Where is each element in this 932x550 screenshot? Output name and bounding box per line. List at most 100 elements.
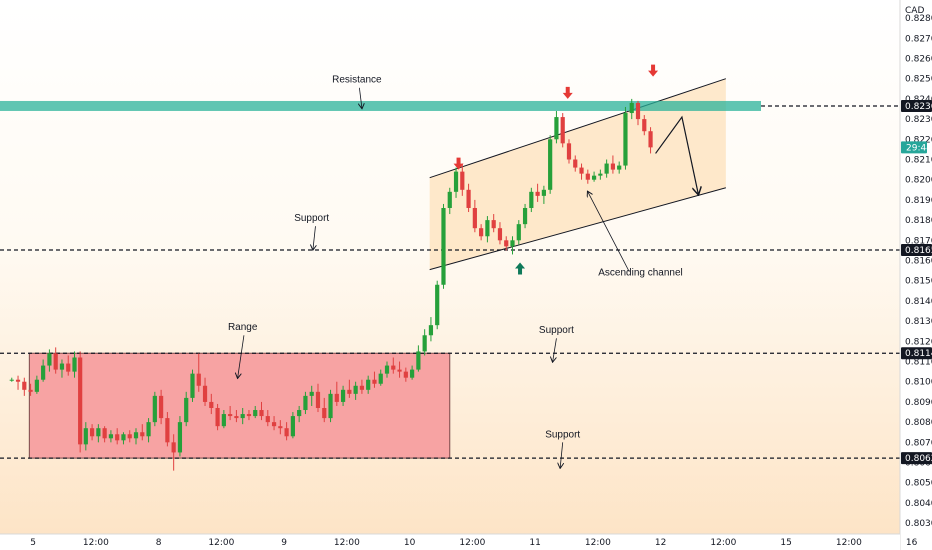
candle-body[interactable] <box>253 410 258 417</box>
candle-body[interactable] <box>246 414 252 417</box>
candle-body[interactable] <box>648 131 653 148</box>
candle-body[interactable] <box>259 410 264 417</box>
candle-body[interactable] <box>202 385 208 402</box>
candle-body[interactable] <box>190 373 195 398</box>
candle-body[interactable] <box>322 407 327 419</box>
candle-body[interactable] <box>234 416 239 419</box>
candle-body[interactable] <box>108 434 114 439</box>
candle-body[interactable] <box>72 357 77 372</box>
candle-body[interactable] <box>159 395 164 419</box>
candle-body[interactable] <box>585 173 590 180</box>
candle-body[interactable] <box>535 191 540 196</box>
candle-body[interactable] <box>152 395 157 423</box>
candle-body[interactable] <box>416 351 421 370</box>
candle-body[interactable] <box>391 365 396 370</box>
candle-body[interactable] <box>328 393 333 419</box>
candle-body[interactable] <box>228 414 233 417</box>
candle-body[interactable] <box>422 335 427 352</box>
candle-body[interactable] <box>278 426 283 429</box>
candle-body[interactable] <box>378 373 383 384</box>
candle-body[interactable] <box>102 428 107 439</box>
candle-body[interactable] <box>89 428 95 437</box>
candle-body[interactable] <box>359 385 365 390</box>
candle-body[interactable] <box>472 207 477 229</box>
candle-body[interactable] <box>353 385 358 394</box>
projection-path[interactable] <box>655 115 699 194</box>
candle-body[interactable] <box>9 379 14 381</box>
candle-body[interactable] <box>635 102 641 120</box>
candle-body[interactable] <box>303 395 308 411</box>
candle-body[interactable] <box>271 422 277 427</box>
candle-body[interactable] <box>309 391 314 396</box>
candle-body[interactable] <box>397 369 402 372</box>
candle-body[interactable] <box>604 163 609 174</box>
candle-body[interactable] <box>441 207 446 285</box>
candle-body[interactable] <box>215 407 220 427</box>
candle-body[interactable] <box>366 379 371 390</box>
candle-body[interactable] <box>629 102 634 114</box>
candle-body[interactable] <box>41 365 46 380</box>
candle-body[interactable] <box>510 240 515 247</box>
candle-body[interactable] <box>548 139 553 190</box>
candle-body[interactable] <box>22 381 27 390</box>
candle-body[interactable] <box>171 442 176 453</box>
candle-body[interactable] <box>209 401 214 408</box>
candle-body[interactable] <box>516 224 521 241</box>
candle-body[interactable] <box>83 428 88 445</box>
candle-body[interactable] <box>491 220 496 229</box>
candle-body[interactable] <box>591 175 597 180</box>
candle-body[interactable] <box>340 389 346 402</box>
candle-body[interactable] <box>133 432 139 439</box>
candle-body[interactable] <box>165 418 170 443</box>
candle-body[interactable] <box>554 117 559 140</box>
candle-body[interactable] <box>315 391 321 408</box>
resistance-zone[interactable] <box>0 100 761 111</box>
candle-body[interactable] <box>347 389 352 394</box>
candle-body[interactable] <box>497 228 503 241</box>
candle-body[interactable] <box>410 369 415 378</box>
candle-body[interactable] <box>78 357 83 445</box>
candle-body[interactable] <box>435 284 440 326</box>
candle-body[interactable] <box>53 353 58 370</box>
candle-body[interactable] <box>240 414 245 419</box>
candle-body[interactable] <box>372 379 377 384</box>
candle-body[interactable] <box>579 167 584 174</box>
candle-body[interactable] <box>28 389 33 392</box>
candle-body[interactable] <box>598 173 603 176</box>
candle-body[interactable] <box>265 416 270 423</box>
candle-body[interactable] <box>504 240 509 247</box>
candle-body[interactable] <box>522 207 528 225</box>
candle-body[interactable] <box>47 353 52 366</box>
candle-body[interactable] <box>560 117 565 144</box>
candle-body[interactable] <box>403 371 408 378</box>
candle-body[interactable] <box>384 365 390 374</box>
candle-body[interactable] <box>221 414 226 427</box>
candle-body[interactable] <box>66 363 71 372</box>
channel-lower-line[interactable] <box>429 187 726 271</box>
candle-body[interactable] <box>115 434 120 441</box>
candle-body[interactable] <box>34 379 39 392</box>
candle-body[interactable] <box>642 119 647 132</box>
candle-body[interactable] <box>617 165 622 170</box>
candle-body[interactable] <box>284 428 289 437</box>
candle-body[interactable] <box>96 428 101 437</box>
candle-body[interactable] <box>15 379 21 382</box>
candle-body[interactable] <box>610 163 616 170</box>
candle-body[interactable] <box>460 171 465 190</box>
candle-body[interactable] <box>453 171 459 192</box>
candle-body[interactable] <box>297 410 302 417</box>
candle-body[interactable] <box>140 432 145 437</box>
candle-body[interactable] <box>184 397 189 423</box>
candle-body[interactable] <box>566 143 572 160</box>
candle-body[interactable] <box>177 422 183 453</box>
candle-body[interactable] <box>127 434 132 439</box>
candle-body[interactable] <box>196 373 201 386</box>
candle-body[interactable] <box>428 325 434 336</box>
channel-upper-line[interactable] <box>429 78 727 179</box>
candle-body[interactable] <box>529 191 534 208</box>
candle-body[interactable] <box>59 363 65 370</box>
candle-body[interactable] <box>447 191 452 208</box>
candle-body[interactable] <box>623 113 628 166</box>
candle-body[interactable] <box>466 189 471 208</box>
